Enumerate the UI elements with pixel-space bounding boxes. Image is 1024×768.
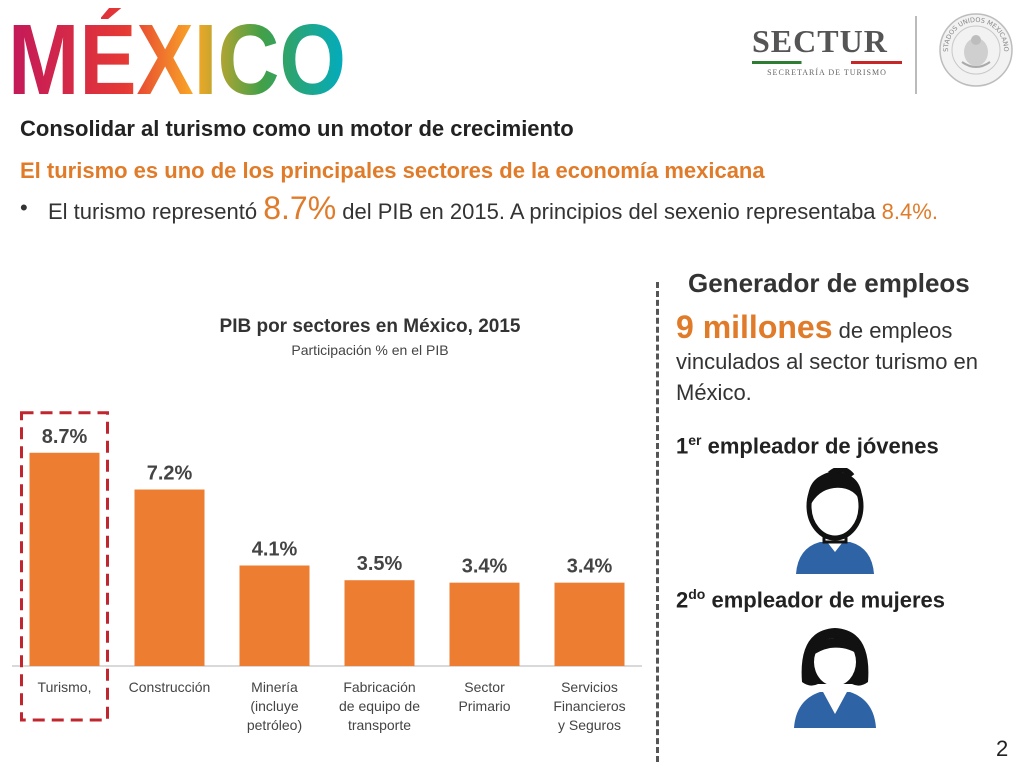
employment-text: 9 millones de empleos vinculados al sect…: [676, 309, 1006, 408]
bar: [554, 582, 625, 666]
bar-value-label: 3.4%: [567, 556, 613, 578]
employment-title: Generador de empleos: [688, 268, 970, 298]
young-person-icon: [796, 468, 874, 574]
header-separator: [915, 16, 917, 94]
category-label: Turismo,: [38, 679, 92, 695]
women-employer-label: 2do empleador de mujeres: [676, 586, 945, 613]
bullet-text: El turismo representó 8.7% del PIB en 20…: [48, 192, 980, 228]
bullet-symbol: •: [20, 195, 28, 220]
youth-label-text: empleador de jóvenes: [701, 433, 939, 459]
women-rank: 2: [676, 587, 689, 613]
bullet-part1: El turismo representó: [48, 199, 258, 224]
bar: [449, 582, 520, 666]
bullet-prev-value: 8.4%.: [881, 199, 938, 224]
bullet-part2: del PIB en 2015. A principios del sexeni…: [342, 199, 876, 224]
sectur-name: SECTUR: [752, 23, 888, 59]
bar-value-label: 8.7%: [42, 426, 88, 448]
chart-subtitle: Participación % en el PIB: [291, 342, 449, 358]
sectur-subtitle: SECRETARÍA DE TURISMO: [767, 68, 887, 77]
sectur-logo: SECTUR SECRETARÍA DE TURISMO: [752, 24, 902, 77]
logo-text: MÉXICO: [8, 8, 346, 104]
sectur-flag-line: [752, 61, 902, 64]
headline: Consolidar al turismo como un motor de c…: [20, 116, 574, 141]
category-label: Servicios Financieros y Seguros: [553, 679, 625, 733]
bar-chart: 8.7% Turismo, 7.2% Construcción 4.1% Minería(…: [12, 411, 642, 733]
bar-value-label: 7.2%: [147, 463, 193, 485]
bar: [344, 580, 415, 666]
category-label: Construcción: [129, 679, 211, 695]
women-rank-suffix: do: [688, 586, 706, 602]
bar: [239, 565, 310, 666]
national-seal-icon: ESTADOS UNIDOS MEXICANOS: [938, 12, 1013, 87]
women-label-text: empleador de mujeres: [705, 587, 946, 613]
employment-big-number: 9 millones: [676, 309, 833, 345]
bullet-highlight: 8.7%: [263, 190, 337, 226]
bar: [29, 452, 100, 666]
highlight-box: [20, 411, 109, 722]
category-label: Sector Primario: [458, 679, 510, 714]
category-label: Minería (incluye petróleo): [247, 679, 302, 733]
bar-value-label: 3.4%: [462, 556, 508, 578]
employment-description: de empleos vinculados al sector turismo …: [676, 318, 979, 405]
bar-value-label: 4.1%: [252, 539, 298, 561]
youth-rank-suffix: er: [688, 432, 702, 448]
mexico-logo: MÉXICO: [8, 8, 346, 104]
youth-employer-label: 1er empleador de jóvenes: [676, 432, 939, 459]
bar: [134, 489, 205, 666]
subheadline: El turismo es uno de los principales sec…: [20, 158, 765, 183]
category-label: Fabricación de equipo de transporte: [339, 679, 420, 733]
page-number: 2: [996, 736, 1009, 761]
bullet-point: • El turismo representó 8.7% del PIB en …: [20, 192, 980, 228]
youth-rank: 1: [676, 433, 689, 459]
woman-icon: [794, 628, 876, 728]
dashed-divider: [656, 282, 659, 762]
bar-value-label: 3.5%: [357, 553, 403, 575]
chart-title: PIB por sectores en México, 2015: [219, 316, 521, 337]
